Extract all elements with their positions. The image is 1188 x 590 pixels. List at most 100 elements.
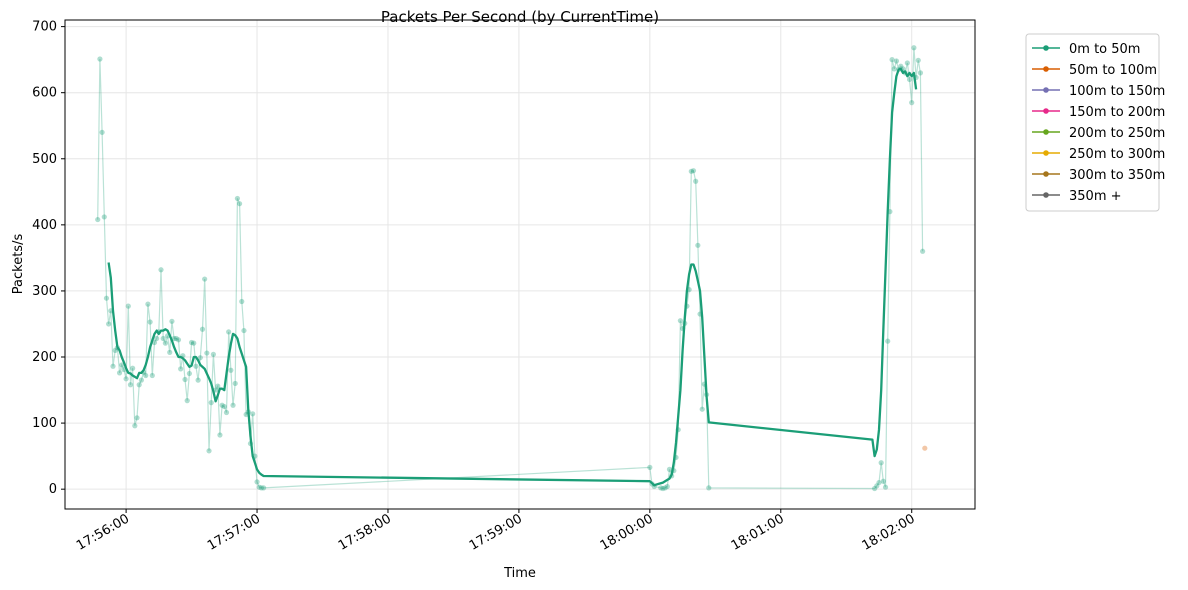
raw-data-point <box>95 216 101 223</box>
raw-data-point <box>690 168 697 174</box>
raw-data-point <box>147 319 153 325</box>
raw-data-point <box>915 57 921 63</box>
legend-marker <box>1043 171 1049 177</box>
raw-data-point <box>699 406 705 412</box>
raw-data-point <box>922 445 928 451</box>
smoothed-series-line <box>107 67 918 487</box>
raw-data-point <box>219 402 225 408</box>
raw-data-point <box>904 60 910 66</box>
raw-data-point <box>662 485 668 491</box>
raw-data-point <box>106 321 112 327</box>
raw-data-point <box>647 464 653 470</box>
raw-data-point <box>250 411 256 417</box>
raw-data-point <box>138 377 144 383</box>
legend-label: 250m to 300m <box>1069 147 1165 162</box>
raw-data-point <box>202 276 208 282</box>
raw-data-point <box>182 376 188 383</box>
y-tick-label: 0 <box>49 482 57 497</box>
raw-data-point <box>149 372 155 379</box>
y-tick-label: 600 <box>32 86 57 101</box>
legend-label: 200m to 250m <box>1069 126 1165 141</box>
raw-data-point <box>160 335 166 342</box>
raw-data-point <box>123 376 129 382</box>
legend-label: 100m to 150m <box>1069 84 1165 99</box>
raw-data-point <box>236 201 243 207</box>
raw-data-point <box>693 178 699 184</box>
legend-marker <box>1043 192 1049 198</box>
raw-data-point <box>125 303 131 309</box>
raw-data-point <box>677 318 683 324</box>
legend-marker <box>1043 150 1049 156</box>
raw-data-point <box>173 335 179 342</box>
x-axis-title: Time <box>503 566 536 581</box>
raw-data-point <box>256 484 262 490</box>
y-tick-label: 200 <box>32 350 57 365</box>
raw-data-point <box>210 351 216 357</box>
raw-data-point <box>223 409 230 416</box>
raw-data-point <box>909 100 915 106</box>
raw-data-point <box>658 485 664 491</box>
y-tick-label: 100 <box>32 416 57 431</box>
raw-data-point <box>228 367 234 373</box>
raw-data-point <box>132 423 138 429</box>
raw-data-point <box>215 383 221 389</box>
legend-label: 50m to 100m <box>1069 63 1157 78</box>
raw-data-point <box>127 382 134 388</box>
raw-data-point <box>920 248 926 254</box>
y-tick-label: 700 <box>32 20 57 35</box>
raw-data-point <box>688 168 694 174</box>
raw-data-point <box>208 400 214 406</box>
plot-area-frame <box>64 19 976 510</box>
raw-data-point <box>101 214 107 220</box>
legend-marker <box>1043 45 1049 51</box>
raw-data-point <box>197 355 203 361</box>
raw-data-point <box>893 58 900 64</box>
raw-data-point <box>874 483 880 489</box>
raw-data-point <box>195 377 201 383</box>
legend-frame <box>1025 33 1160 212</box>
raw-data-point <box>97 56 103 62</box>
legend-marker <box>1043 129 1049 135</box>
y-axis-title: Packets/s <box>11 234 26 295</box>
raw-data-point <box>178 366 184 372</box>
raw-data-point <box>162 340 168 346</box>
raw-data-point <box>878 460 884 466</box>
raw-data-point <box>911 45 917 51</box>
raw-data-point <box>226 329 232 335</box>
raw-data-point <box>99 129 105 135</box>
raw-data-point <box>891 66 897 72</box>
raw-data-point <box>136 382 142 388</box>
raw-data-point <box>230 402 236 408</box>
raw-data-point <box>175 337 182 343</box>
raw-data-point <box>882 484 889 490</box>
raw-data-point <box>193 363 199 369</box>
raw-data-point <box>154 335 160 342</box>
raw-data-point <box>112 347 118 354</box>
raw-data-point <box>143 372 149 379</box>
legend: 0m to 50m 50m to 100m 100m to 150m 150m to … <box>1025 33 1165 212</box>
grid <box>65 20 975 509</box>
raw-data-point <box>876 479 882 486</box>
raw-data-point <box>186 370 192 377</box>
legend-label: 0m to 50m <box>1069 42 1140 57</box>
legend-marker <box>1043 108 1049 114</box>
raw-data-point <box>660 485 666 492</box>
legend-marker <box>1043 87 1049 93</box>
raw-data-point <box>889 57 895 63</box>
raw-data-point <box>880 478 886 484</box>
raw-data-point <box>885 338 891 344</box>
raw-data-point <box>110 363 116 369</box>
y-axis-ticks: 0 100 200 300 400 500 600 700 <box>32 20 65 497</box>
raw-data-point <box>145 301 151 307</box>
raw-data-point <box>695 242 701 248</box>
raw-data-point <box>872 485 878 492</box>
raw-data-point <box>239 298 245 305</box>
smoothed-data-layer <box>107 67 918 487</box>
raw-data-point <box>130 365 136 371</box>
legend-label: 350m + <box>1069 189 1122 204</box>
legend-marker <box>1043 66 1049 72</box>
raw-data-point <box>206 448 212 454</box>
raw-data-point <box>158 267 164 273</box>
raw-data-point <box>260 485 267 491</box>
